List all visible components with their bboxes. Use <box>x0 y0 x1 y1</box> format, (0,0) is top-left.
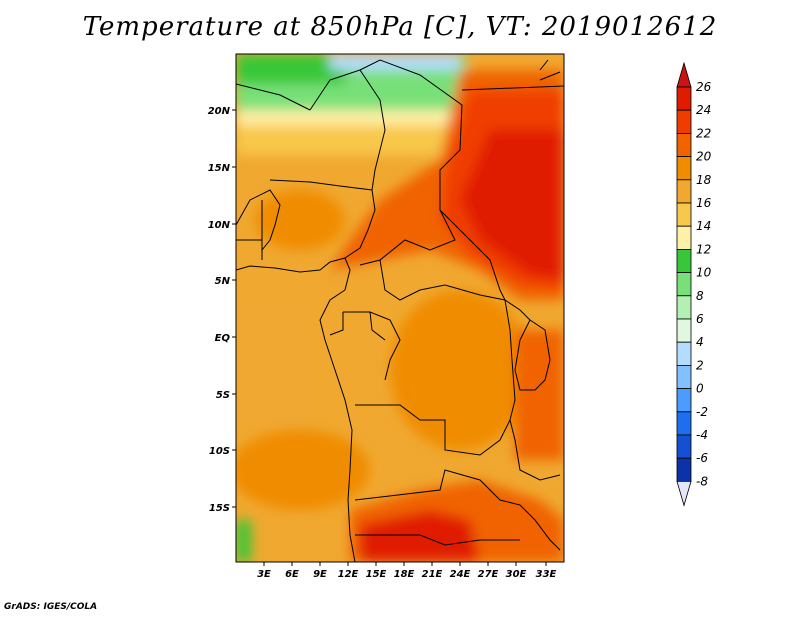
colorbar-segment <box>676 272 692 297</box>
colorbar-segment <box>676 457 692 482</box>
colorbar-label: 0 <box>696 382 704 396</box>
lon-label: 21E <box>422 569 443 580</box>
colorbar-label: -6 <box>696 451 708 465</box>
colorbar-under-triangle <box>676 480 692 507</box>
colorbar-segment <box>676 411 692 436</box>
lon-label: 6E <box>285 569 299 580</box>
colorbar-segment <box>676 248 692 273</box>
colorbar-segment <box>676 225 692 250</box>
colorbar-over-triangle <box>676 61 692 88</box>
lon-label: 3E <box>257 569 271 580</box>
map-title: Temperature at 850hPa [C], VT: 201901261… <box>82 12 718 42</box>
lat-label: 15N <box>208 163 231 174</box>
lat-label: 15S <box>209 503 230 514</box>
colorbar-label: 18 <box>696 173 712 187</box>
temperature-field <box>236 54 564 562</box>
colorbar-label: 16 <box>696 196 712 210</box>
colorbar-label: 8 <box>696 289 704 303</box>
colorbar-segment <box>676 318 692 343</box>
lon-label: 9E <box>313 569 327 580</box>
map-frame <box>235 53 565 563</box>
lat-label: 20N <box>208 106 231 117</box>
lon-label: 18E <box>394 569 415 580</box>
colorbar-label: -8 <box>696 474 708 488</box>
lon-label: 30E <box>506 569 527 580</box>
colorbar-label: -2 <box>696 405 708 419</box>
colorbar-segment <box>676 132 692 157</box>
lat-label: EQ <box>215 333 231 344</box>
colorbar-segment <box>676 156 692 181</box>
colorbar-segment <box>676 295 692 320</box>
colorbar-segment <box>676 364 692 389</box>
colorbar-segment <box>676 202 692 227</box>
lat-label: 10N <box>208 220 231 231</box>
colorbar-segment <box>676 341 692 366</box>
grads-credit: GrADS: IGES/COLA <box>4 602 98 612</box>
lon-label: 15E <box>366 569 387 580</box>
colorbar-label: 22 <box>696 126 711 140</box>
longitude-axis: 3E 6E 9E 12E 15E 18E 21E 24E 27E 30E 33E <box>257 562 557 580</box>
lon-label: 12E <box>338 569 359 580</box>
latitude-axis: 20N 15N 10N 5N EQ 5S 10S 15S <box>208 106 236 514</box>
colorbar-segment <box>676 179 692 204</box>
colorbar-segment <box>676 388 692 413</box>
lon-label: 24E <box>450 569 471 580</box>
colorbar-segment <box>676 434 692 459</box>
lat-label: 5N <box>215 276 231 287</box>
colorbar-label: 12 <box>696 242 711 256</box>
lon-label: 27E <box>478 569 499 580</box>
country-borders <box>236 59 564 562</box>
colorbar-label: 14 <box>696 219 711 233</box>
colorbar-label: 4 <box>696 335 704 349</box>
colorbar-label: 20 <box>696 150 712 164</box>
colorbar-label: 6 <box>696 312 704 326</box>
colorbar-label: 10 <box>696 266 712 280</box>
colorbar-label: -4 <box>696 428 708 442</box>
lat-label: 10S <box>209 446 230 457</box>
lat-label: 5S <box>216 390 230 401</box>
colorbar-segment <box>676 86 692 111</box>
colorbar-label: 2 <box>696 358 704 372</box>
lon-label: 33E <box>536 569 557 580</box>
colorbar-label: 26 <box>696 80 712 94</box>
colorbar-segment <box>676 109 692 134</box>
colorbar-label: 24 <box>696 103 711 117</box>
